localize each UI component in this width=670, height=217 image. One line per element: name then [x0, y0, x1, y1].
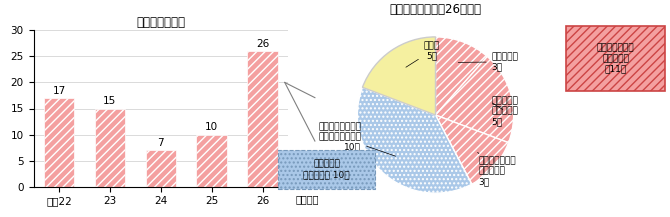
Bar	[44, 98, 74, 187]
Text: 地上テレビジョン
放送の再放送同意
10件: 地上テレビジョン 放送の再放送同意 10件	[318, 122, 395, 156]
Text: 17: 17	[52, 86, 66, 96]
Wedge shape	[436, 115, 509, 184]
Bar	[145, 150, 176, 187]
Text: 10: 10	[205, 122, 218, 132]
Wedge shape	[436, 37, 487, 115]
Text: （年度）: （年度）	[295, 194, 319, 204]
Text: 15: 15	[103, 96, 117, 106]
Title: 相談件数の推移: 相談件数の推移	[136, 16, 186, 29]
Bar	[94, 108, 125, 187]
Text: 電気通信事業に
関する相談
計11件: 電気通信事業に 関する相談 計11件	[597, 44, 634, 74]
Text: その他
5件: その他 5件	[406, 41, 440, 67]
Bar	[247, 51, 278, 187]
Text: 放送事業に
関する相談 10件: 放送事業に 関する相談 10件	[304, 159, 350, 179]
Text: 7: 7	[157, 138, 164, 148]
Text: 卸電気通信
役務の提供
5件: 卸電気通信 役務の提供 5件	[492, 96, 519, 126]
Bar	[196, 135, 227, 187]
Text: その他電気通信
に係る契約
3件: その他電気通信 に係る契約 3件	[478, 152, 516, 186]
Wedge shape	[436, 57, 514, 143]
Text: 26: 26	[256, 39, 269, 49]
Wedge shape	[362, 37, 436, 115]
Text: 接続の諾否
3件: 接続の諾否 3件	[458, 52, 519, 72]
Title: 相談内容別内訳（26年度）: 相談内容別内訳（26年度）	[389, 3, 482, 16]
Wedge shape	[357, 87, 472, 193]
